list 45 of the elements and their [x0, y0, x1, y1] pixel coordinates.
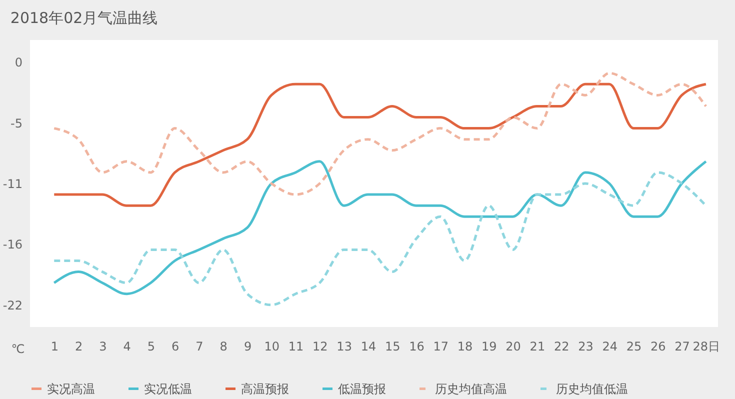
- x-tick-label: 21: [530, 340, 546, 354]
- y-axis-title: ℃: [11, 342, 25, 356]
- y-tick-label: -16: [2, 238, 22, 252]
- line-series: [52, 160, 708, 296]
- x-tick-label: 20: [506, 340, 521, 354]
- x-tick-label: 2: [74, 340, 83, 354]
- legend-label: 历史均值高温: [435, 382, 507, 396]
- x-tick-label: 17: [433, 340, 449, 354]
- x-tick-label: 9: [244, 340, 252, 354]
- x-tick-label: 22: [554, 340, 570, 354]
- x-tick-label: 25: [626, 340, 642, 354]
- legend-label: 高温预报: [241, 382, 289, 396]
- x-tick-label: 10: [264, 340, 280, 354]
- x-tick-label: 26: [650, 340, 666, 354]
- legend-label: 实况低温: [144, 382, 192, 396]
- x-tick-label: 8: [220, 340, 228, 354]
- x-tick-label: 4: [123, 340, 131, 354]
- x-tick-label: 3: [99, 340, 107, 354]
- x-tick-label: 19: [482, 340, 497, 354]
- x-tick-label: 18: [457, 340, 473, 354]
- x-tick-label: 12: [312, 340, 328, 354]
- legend-label: 历史均值低温: [556, 382, 628, 396]
- y-tick-label: -5: [10, 116, 22, 130]
- x-tick-label: 1: [50, 340, 58, 354]
- y-tick-label: -22: [2, 298, 22, 312]
- line-series: [52, 82, 708, 207]
- legend-label: 实况高温: [47, 382, 95, 396]
- x-tick-label: 27: [674, 340, 690, 354]
- x-tick-label: 14: [360, 340, 376, 354]
- y-tick-label: -11: [2, 177, 22, 191]
- x-tick-label: 13: [336, 340, 352, 354]
- x-tick-label: 15: [384, 340, 400, 354]
- x-tick-label: 28日: [692, 340, 720, 354]
- x-tick-label: 7: [196, 340, 204, 354]
- line-series: [52, 72, 708, 196]
- x-tick-label: 24: [602, 340, 618, 354]
- x-tick-label: 23: [578, 340, 594, 354]
- legend-label: 低温预报: [338, 382, 386, 396]
- line-series: [52, 171, 708, 306]
- x-tick-label: 6: [172, 340, 180, 354]
- chart-title: 2018年02月气温曲线: [10, 9, 158, 27]
- y-tick-label: 0: [14, 56, 22, 70]
- x-tick-label: 16: [409, 340, 424, 354]
- x-tick-label: 5: [147, 340, 156, 354]
- x-tick-label: 11: [288, 340, 304, 354]
